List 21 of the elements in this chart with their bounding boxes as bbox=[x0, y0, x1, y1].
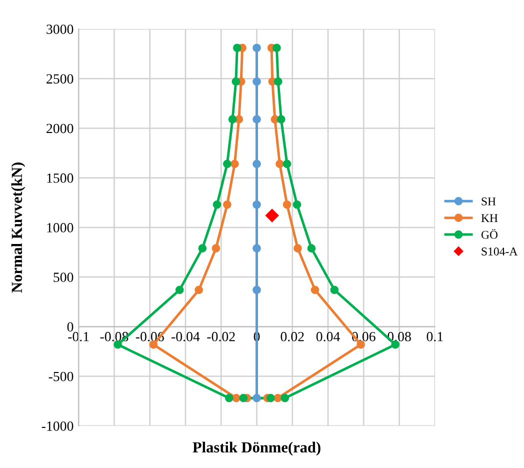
x-tick-label: 0.1 bbox=[426, 332, 443, 342]
x-tick-label: -0.04 bbox=[172, 332, 200, 342]
x-tick-label: -0.02 bbox=[207, 332, 235, 342]
y-tick-label: 3000 bbox=[46, 24, 74, 34]
x-tick-label: 0.04 bbox=[316, 332, 340, 342]
y-tick-label: -1000 bbox=[42, 421, 74, 431]
legend-label: SH bbox=[482, 197, 496, 206]
x-axis-title: Plastik Dönme(rad) bbox=[192, 442, 320, 456]
legend-label: S104-A bbox=[482, 247, 518, 256]
x-tick-label: -0.1 bbox=[68, 332, 89, 342]
y-axis-title: Normal Kuvvet(kN) bbox=[11, 162, 26, 293]
y-tick-label: 1000 bbox=[47, 223, 74, 232]
y-tick-label: -500 bbox=[48, 372, 74, 382]
x-tick-label: 0.02 bbox=[280, 332, 304, 342]
y-tick-label: 1500 bbox=[47, 173, 74, 183]
y-tick-label: 2500 bbox=[46, 74, 74, 84]
y-tick-label: 0 bbox=[67, 322, 74, 332]
legend-label: GÖ bbox=[481, 229, 498, 239]
y-tick-label: 500 bbox=[54, 272, 74, 282]
legend-label: KH bbox=[481, 214, 498, 222]
y-tick-label: 2000 bbox=[46, 124, 74, 134]
